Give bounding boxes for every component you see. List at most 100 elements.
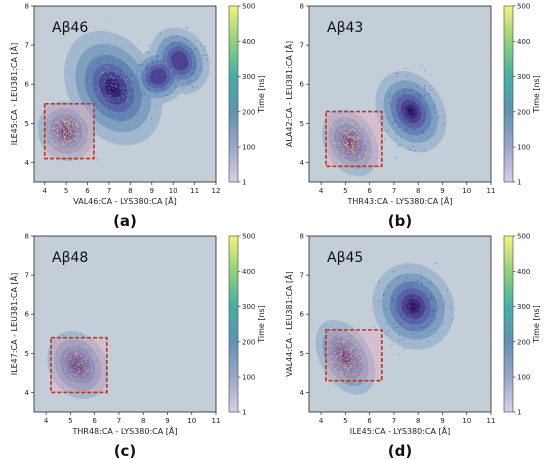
scatter-point <box>397 326 399 328</box>
scatter-point <box>424 326 426 328</box>
scatter-point <box>421 291 423 293</box>
scatter-point <box>195 64 197 67</box>
scatter-point <box>199 59 201 61</box>
y-tick-label: 8 <box>25 233 29 241</box>
scatter-point <box>333 127 335 129</box>
scatter-point <box>78 139 80 141</box>
scatter-point <box>185 93 187 95</box>
scatter-point <box>166 69 168 71</box>
scatter-point <box>331 124 333 126</box>
scatter-point <box>364 152 366 154</box>
scatter-point <box>82 383 84 385</box>
scatter-point <box>91 69 93 71</box>
scatter-point <box>180 62 183 64</box>
scatter-point <box>358 145 360 147</box>
scatter-point <box>412 333 414 335</box>
scatter-point <box>388 330 390 332</box>
scatter-point <box>349 355 351 357</box>
scatter-point <box>403 97 405 99</box>
scatter-point <box>50 119 52 121</box>
colorbar <box>503 235 514 413</box>
scatter-point <box>60 125 63 127</box>
y-tick-label: 4 <box>25 389 30 397</box>
scatter-point <box>402 116 404 118</box>
density-contour <box>170 51 189 71</box>
scatter-point <box>155 105 157 108</box>
scatter-point <box>398 304 400 306</box>
scatter-point <box>121 72 124 74</box>
scatter-point <box>356 142 358 144</box>
x-axis-label: VAL46:CA - LYS380:CA [Å] <box>73 195 176 206</box>
x-tick-label: 7 <box>117 417 121 425</box>
scatter-point <box>409 105 411 107</box>
scatter-point <box>75 359 77 361</box>
scatter-point <box>186 58 188 60</box>
x-tick-label: 10 <box>187 417 196 425</box>
scatter-point <box>89 79 91 81</box>
scatter-point <box>117 35 119 38</box>
scatter-point <box>423 304 425 306</box>
scatter-point <box>413 96 415 98</box>
scatter-point <box>417 314 419 316</box>
scatter-point <box>71 114 73 116</box>
scatter-point <box>353 152 355 154</box>
scatter-point <box>53 375 55 377</box>
scatter-point <box>69 143 71 145</box>
scatter-point <box>105 18 108 20</box>
scatter-point <box>343 365 345 367</box>
scatter-point <box>348 348 350 350</box>
scatter-point <box>66 355 68 357</box>
scatter-point <box>71 128 73 130</box>
scatter-point <box>397 100 399 102</box>
y-axis-label: ILE47:CA - LEU381:CA [Å] <box>8 273 19 375</box>
scatter-point <box>171 75 173 77</box>
scatter-point <box>422 301 424 303</box>
scatter-point <box>340 351 342 353</box>
scatter-point <box>352 348 355 350</box>
scatter-point <box>176 66 178 68</box>
scatter-point <box>99 65 101 68</box>
scatter-point <box>353 359 355 361</box>
scatter-point <box>340 352 342 354</box>
scatter-point <box>404 98 407 100</box>
scatter-point <box>63 132 65 134</box>
scatter-point <box>395 138 397 140</box>
scatter-point <box>53 368 55 370</box>
scatter-point <box>404 89 406 91</box>
scatter-point <box>45 138 48 140</box>
scatter-point <box>93 357 95 359</box>
scatter-point <box>116 96 118 98</box>
scatter-point <box>92 81 94 83</box>
scatter-point <box>347 121 349 124</box>
scatter-point <box>103 55 105 57</box>
scatter-point <box>340 128 342 131</box>
scatter-point <box>341 370 344 372</box>
scatter-point <box>170 92 172 94</box>
scatter-point <box>352 128 354 130</box>
scatter-point <box>420 302 422 304</box>
scatter-point <box>67 112 69 114</box>
scatter-point <box>194 66 196 68</box>
scatter-point <box>68 123 70 125</box>
scatter-point <box>77 382 79 384</box>
scatter-point <box>90 348 92 350</box>
scatter-point <box>398 305 400 307</box>
scatter-point <box>120 126 122 128</box>
scatter-point <box>73 373 75 375</box>
scatter-point <box>337 356 339 359</box>
scatter-point <box>344 356 346 358</box>
scatter-point <box>144 66 147 68</box>
scatter-point <box>145 80 147 82</box>
scatter-point <box>163 39 165 41</box>
scatter-point <box>402 308 404 310</box>
scatter-point <box>347 150 349 152</box>
scatter-point <box>422 326 424 328</box>
scatter-point <box>401 338 404 340</box>
scatter-point <box>72 378 74 380</box>
scatter-point <box>59 143 61 145</box>
scatter-point <box>122 76 124 78</box>
scatter-point <box>157 85 159 87</box>
colorbar-label: Time [ns] <box>532 75 541 114</box>
scatter-point <box>82 126 84 128</box>
scatter-point <box>126 110 128 112</box>
